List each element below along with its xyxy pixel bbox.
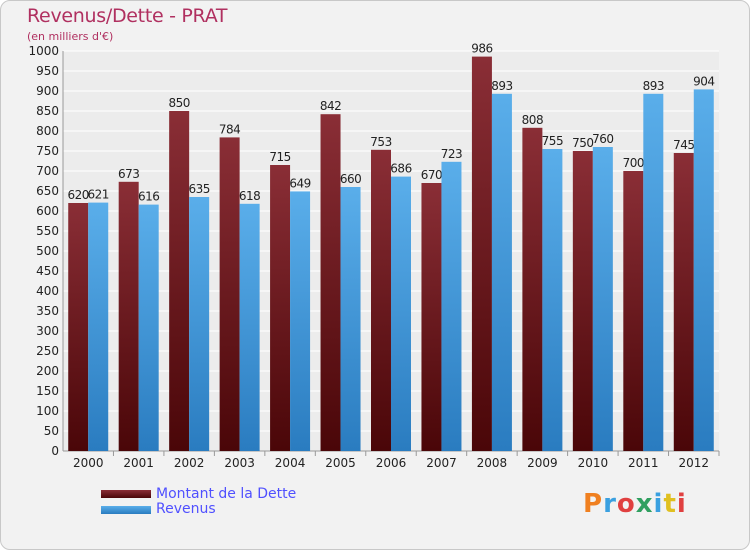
x-tick-label: 2006 [376,456,407,470]
bar-debt [270,165,291,451]
y-tick-label: 750 [36,144,59,158]
bar-revenue [592,147,613,451]
y-tick-label: 900 [36,84,59,98]
legend-swatch-revenue [101,506,151,514]
x-tick-label: 2011 [628,456,659,470]
bar-revenue [138,204,159,451]
data-label: 649 [289,176,310,190]
legend-label-revenue: Revenus [156,501,216,517]
bar-debt [471,56,492,451]
legend-swatch-debt [101,490,151,498]
data-label: 673 [118,167,139,181]
x-tick-label: 2008 [477,456,508,470]
x-tick-label: 2003 [224,456,255,470]
y-tick-label: 0 [51,444,59,458]
x-tick-label: 2004 [275,456,306,470]
y-tick-label: 250 [36,344,59,358]
data-label: 620 [68,188,89,202]
x-tick-label: 2012 [678,456,709,470]
data-label: 715 [269,150,290,164]
y-tick-label: 150 [36,384,59,398]
data-label: 850 [168,96,189,110]
x-tick-label: 2005 [325,456,356,470]
data-label: 700 [623,156,644,170]
bar-revenue [491,93,512,452]
data-label: 808 [522,113,543,127]
y-tick-label: 100 [36,404,59,418]
data-label: 616 [138,190,159,204]
data-label: 986 [471,42,492,56]
data-label: 784 [219,122,240,136]
proxiti-logo: Proxiti [583,489,687,519]
data-label: 621 [88,188,109,202]
bar-debt [169,111,190,451]
x-tick-label: 2001 [123,456,154,470]
bar-revenue [391,176,411,451]
bar-debt [118,181,139,452]
y-tick-label: 200 [36,364,59,378]
legend-label-debt: Montant de la Dette [156,486,297,502]
y-tick-label: 50 [44,424,59,438]
x-tick-label: 2000 [73,456,104,470]
bar-revenue [340,187,361,451]
x-tick-label: 2009 [527,456,558,470]
data-label: 904 [693,74,714,88]
data-label: 842 [320,99,341,113]
data-label: 618 [239,189,260,203]
bar-revenue [290,191,311,451]
y-tick-label: 800 [36,124,59,138]
bar-revenue [643,93,664,452]
data-label: 755 [542,134,563,148]
bar-revenue [88,202,109,451]
x-tick-label: 2007 [426,456,457,470]
y-tick-label: 850 [36,104,59,118]
data-label: 760 [592,132,613,146]
bar-revenue [239,203,260,451]
y-tick-label: 450 [36,264,59,278]
data-label: 723 [441,147,462,161]
bar-revenue [441,161,462,452]
y-tick-label: 350 [36,304,59,318]
y-tick-label: 650 [36,184,59,198]
y-tick-label: 950 [36,64,59,78]
y-tick-label: 400 [36,284,59,298]
chart-subtitle: (en milliers d'€) [27,30,114,43]
y-tick-label: 700 [36,164,59,178]
bar-debt [623,171,644,451]
bar-debt [421,183,442,451]
data-label: 750 [572,136,593,150]
data-label: 893 [491,79,512,93]
bar-debt [522,127,543,452]
bar-debt [68,203,89,451]
x-tick-label: 2010 [578,456,609,470]
x-tick-label: 2002 [174,456,205,470]
bar-debt [673,153,694,451]
bar-debt [572,151,593,451]
y-tick-label: 1000 [28,44,59,58]
y-tick-label: 500 [36,244,59,258]
bar-revenue [542,149,563,451]
chart-title: Revenus/Dette - PRAT [27,5,228,27]
data-label: 670 [421,168,442,182]
y-tick-label: 600 [36,204,59,218]
bar-debt [219,137,240,451]
bar-revenue [693,89,714,452]
data-label: 660 [340,172,361,186]
y-tick-label: 550 [36,224,59,238]
data-label: 635 [188,182,209,196]
data-label: 686 [390,162,411,176]
bar-debt [371,149,391,452]
data-label: 753 [370,135,391,149]
bar-debt [320,114,341,451]
data-label: 745 [673,138,694,152]
data-label: 893 [643,79,664,93]
bar-revenue [189,197,210,451]
y-tick-label: 300 [36,324,59,338]
